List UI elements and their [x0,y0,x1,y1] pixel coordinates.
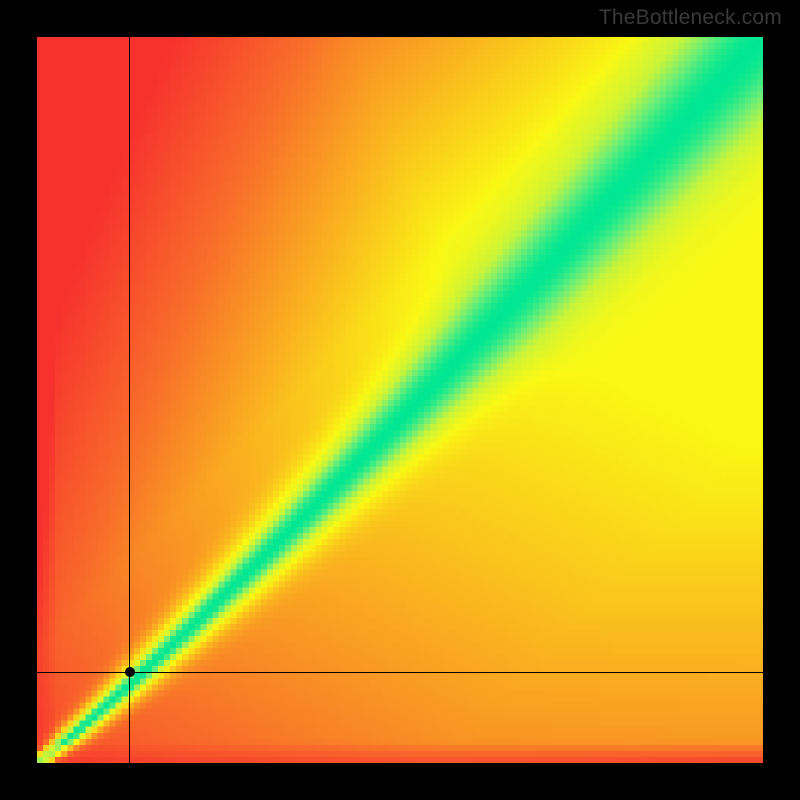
attribution-text: TheBottleneck.com [599,6,782,30]
crosshair-horizontal [37,672,763,673]
heatmap-canvas [37,37,763,763]
heatmap-plot [37,37,763,763]
marker-point [125,667,135,677]
crosshair-vertical [129,37,130,763]
